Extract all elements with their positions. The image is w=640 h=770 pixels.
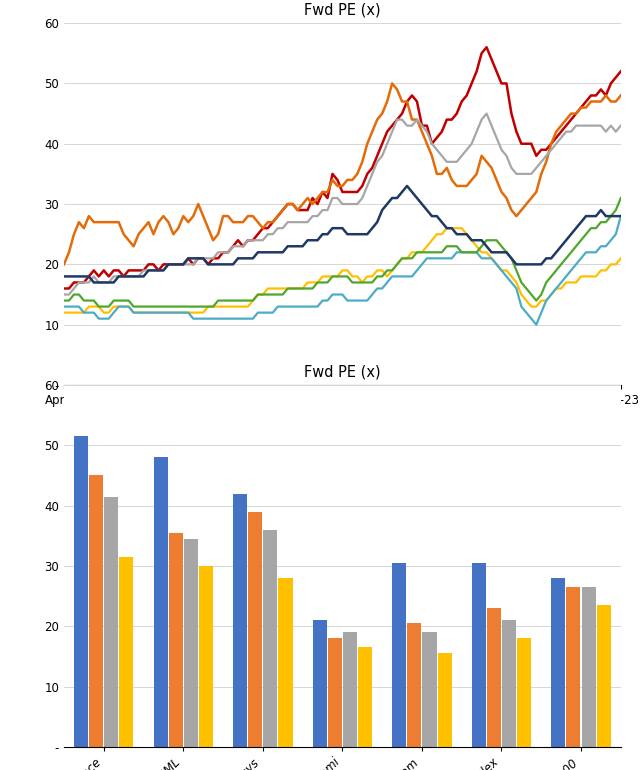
- Bar: [358, 648, 372, 747]
- Bar: [517, 638, 531, 747]
- Bar: [184, 539, 198, 747]
- Bar: [89, 476, 103, 747]
- Bar: [566, 587, 580, 747]
- Bar: [264, 530, 278, 747]
- Bar: [502, 621, 516, 747]
- Bar: [104, 497, 118, 747]
- Bar: [392, 563, 406, 747]
- Bar: [407, 623, 421, 747]
- Bar: [596, 605, 611, 747]
- Bar: [120, 557, 134, 747]
- Bar: [233, 494, 247, 747]
- Bar: [343, 632, 357, 747]
- Bar: [422, 632, 436, 747]
- Bar: [582, 587, 596, 747]
- Legend: Cadence, ASML, Synopsys, Taiwan Semi, Lam, SOX Index, NASDAQ-100: Cadence, ASML, Synopsys, Taiwan Semi, La…: [122, 447, 563, 487]
- Bar: [551, 578, 565, 747]
- Title: Fwd PE (x): Fwd PE (x): [304, 365, 381, 380]
- Bar: [169, 533, 183, 747]
- Bar: [154, 457, 168, 747]
- Title: Fwd PE (x): Fwd PE (x): [304, 3, 381, 18]
- Bar: [199, 566, 213, 747]
- Bar: [487, 608, 501, 747]
- Bar: [472, 563, 486, 747]
- Bar: [248, 512, 262, 747]
- Bar: [438, 654, 452, 747]
- Bar: [278, 578, 292, 747]
- Bar: [313, 621, 327, 747]
- Bar: [74, 437, 88, 747]
- Bar: [328, 638, 342, 747]
